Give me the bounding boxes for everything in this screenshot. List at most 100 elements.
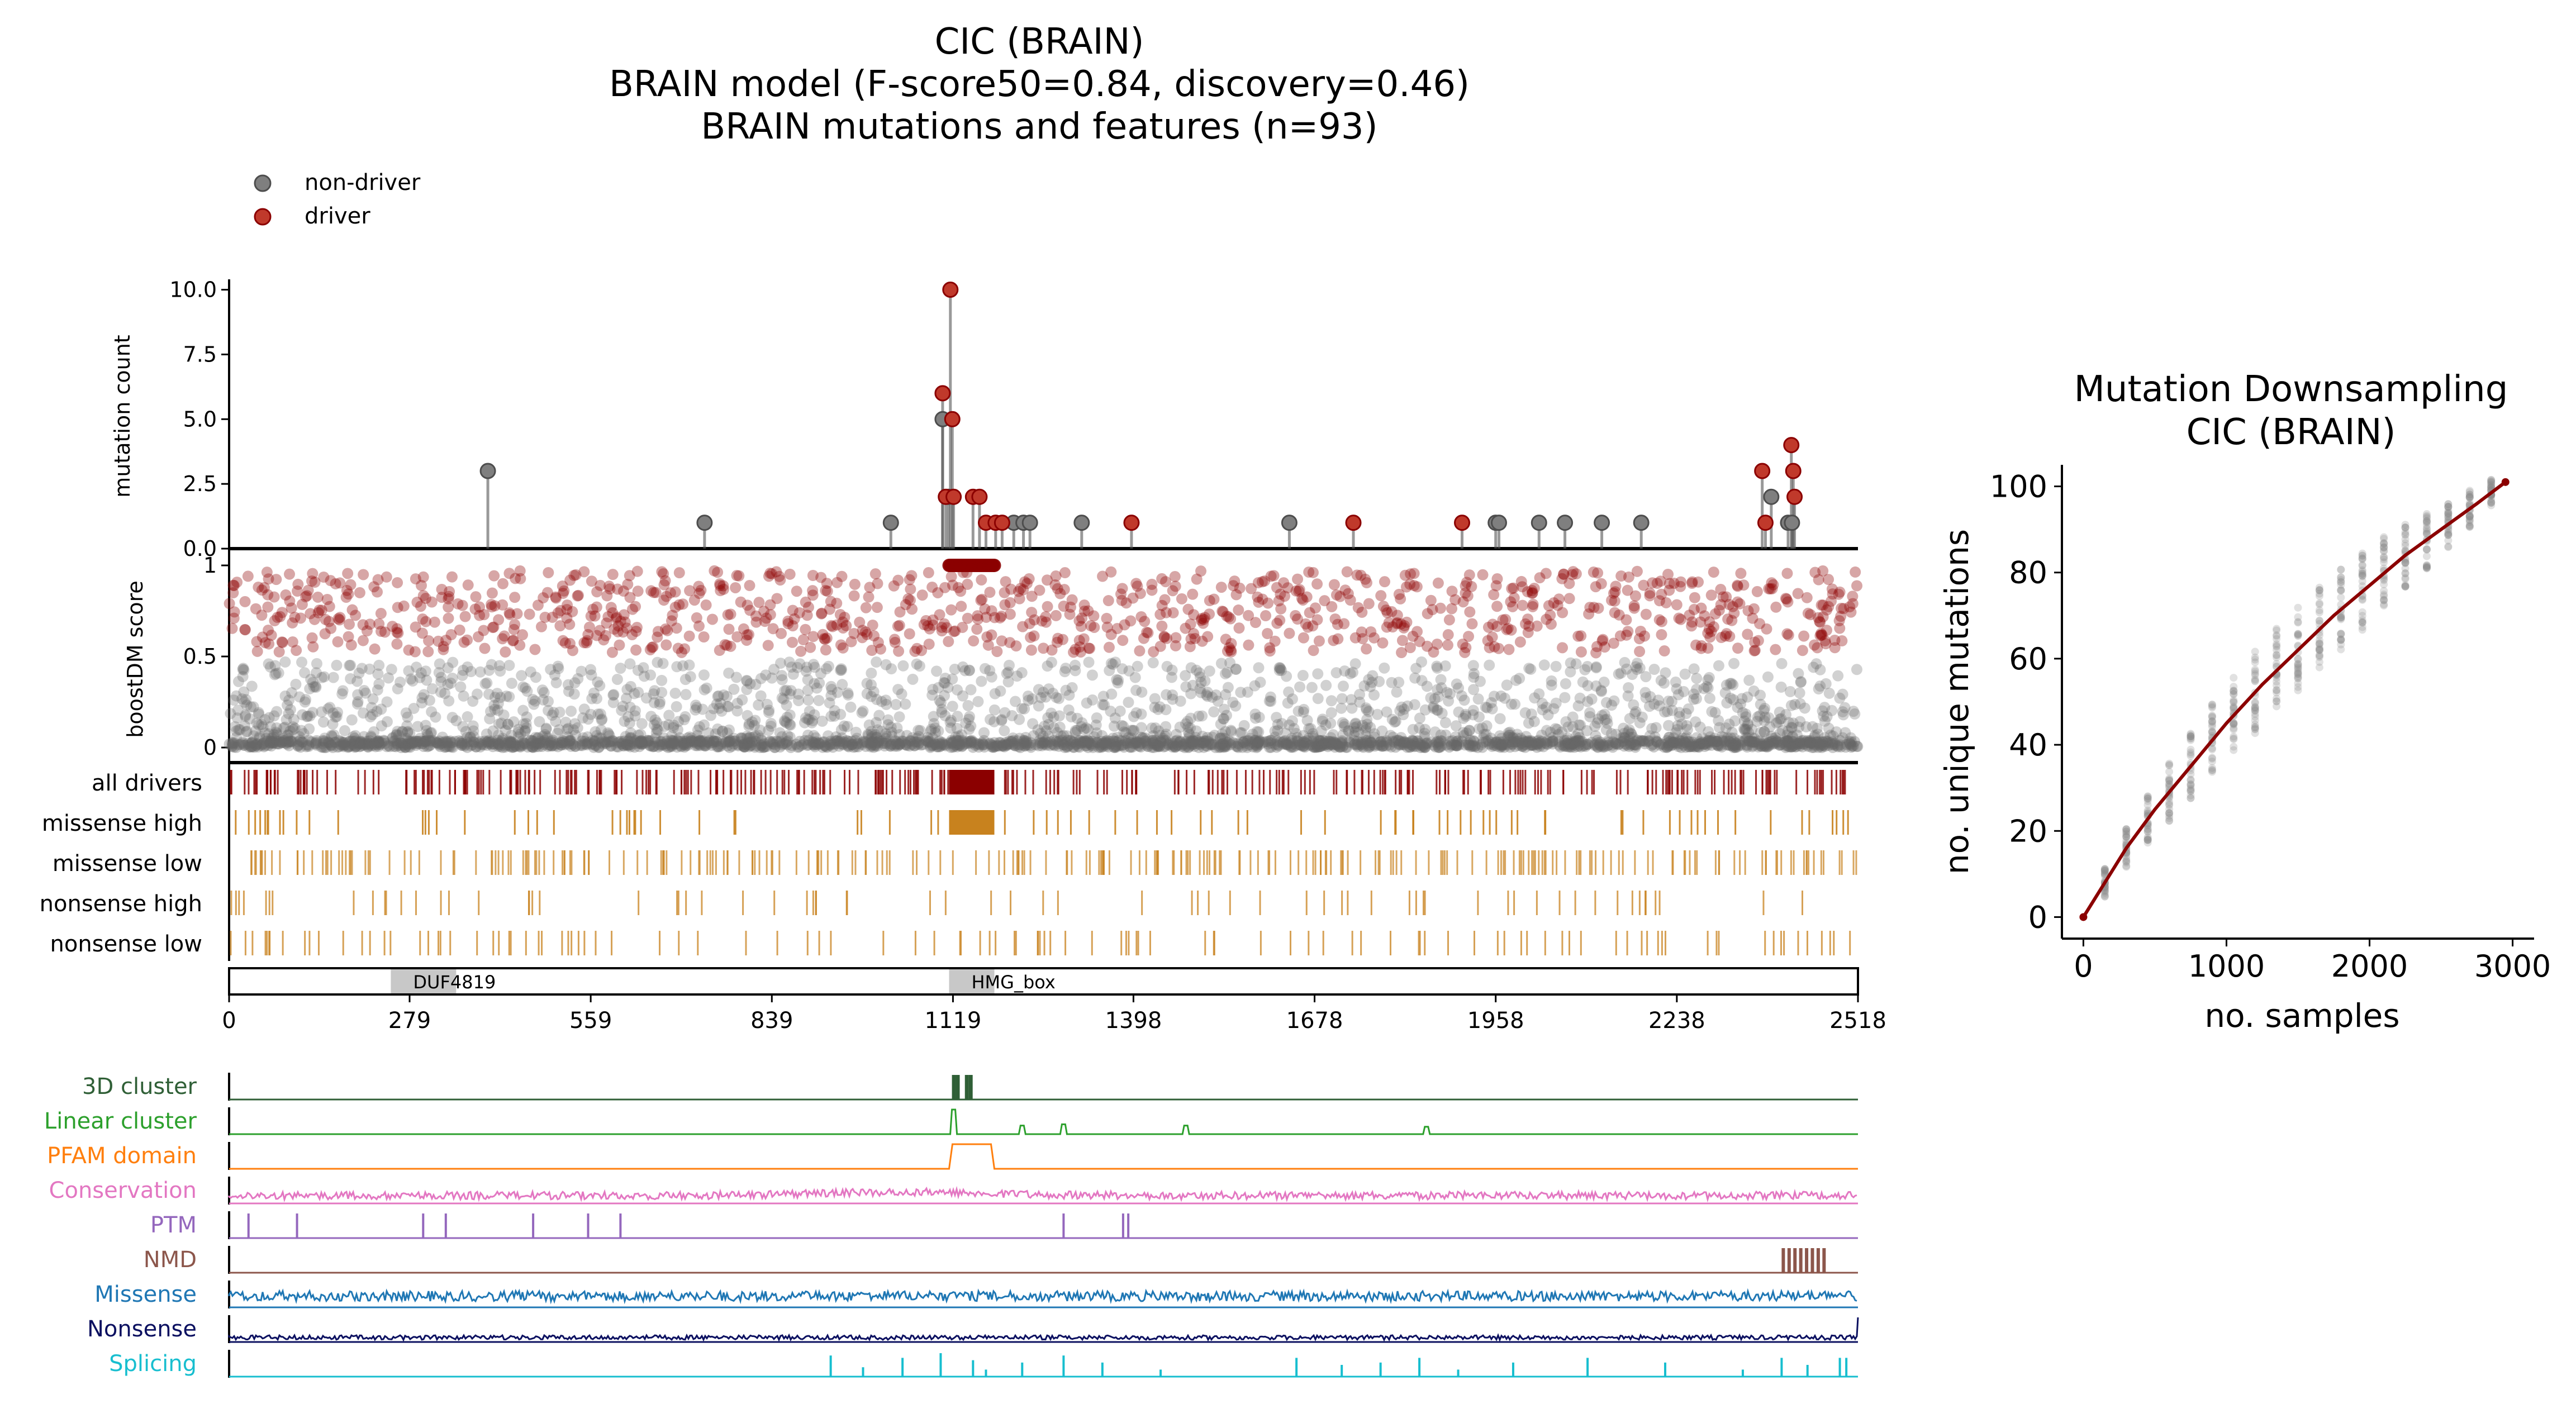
boostdm-point-low bbox=[1451, 740, 1462, 752]
boostdm-point-driver bbox=[1434, 602, 1446, 614]
boostdm-point-low bbox=[1405, 739, 1417, 751]
boostdm-point-low bbox=[1834, 735, 1846, 746]
boostdm-point-low bbox=[954, 740, 966, 751]
boostdm-point-low bbox=[1567, 736, 1579, 748]
boostdm-point-low bbox=[712, 740, 724, 752]
boostdm-point-low bbox=[905, 735, 916, 747]
needle-y-tick-label: 2.5 bbox=[183, 472, 217, 496]
boostdm-point-low bbox=[1750, 736, 1761, 748]
boostdm-point-low bbox=[641, 737, 653, 749]
boostdm-point-low bbox=[1063, 740, 1075, 751]
boostdm-point-non-driver bbox=[1589, 721, 1601, 732]
boostdm-point-driver bbox=[945, 571, 957, 583]
boostdm-point-non-driver bbox=[586, 669, 597, 681]
boostdm-point-non-driver bbox=[246, 680, 258, 692]
boostdm-point-low bbox=[1034, 735, 1045, 746]
boostdm-point-low bbox=[445, 737, 457, 749]
boostdm-point-low bbox=[267, 737, 279, 749]
boostdm-point-driver bbox=[280, 589, 292, 601]
boostdm-point-low bbox=[1007, 739, 1019, 750]
boostdm-point-low bbox=[1711, 736, 1723, 748]
boostdm-point-non-driver bbox=[1136, 686, 1148, 698]
boostdm-point-driver bbox=[1101, 612, 1113, 624]
boostdm-point-non-driver bbox=[781, 699, 792, 711]
boostdm-point-low bbox=[1277, 737, 1289, 749]
boostdm-point-low bbox=[1080, 740, 1091, 752]
boostdm-point-driver bbox=[1517, 599, 1528, 611]
needle-y-tick-label: 10.0 bbox=[169, 278, 217, 302]
boostdm-point-non-driver bbox=[1242, 686, 1253, 698]
boostdm-point-low bbox=[692, 736, 704, 748]
boostdm-point-non-driver bbox=[1546, 675, 1557, 687]
boostdm-point-low bbox=[1450, 740, 1462, 751]
boostdm-point-low bbox=[846, 735, 858, 747]
boostdm-point-non-driver bbox=[1263, 695, 1275, 707]
boostdm-point-non-driver bbox=[317, 716, 329, 728]
boostdm-point-low bbox=[997, 740, 1009, 752]
boostdm-point-low bbox=[1575, 736, 1586, 748]
boostdm-point-low bbox=[758, 738, 770, 750]
boostdm-point-low bbox=[563, 735, 575, 746]
boostdm-point-low bbox=[1685, 741, 1696, 753]
boostdm-point-driver bbox=[1233, 622, 1245, 634]
boostdm-point-low bbox=[317, 737, 329, 749]
boostdm-point-driver bbox=[630, 601, 641, 612]
boostdm-point-low bbox=[545, 737, 557, 749]
boostdm-point-low bbox=[574, 740, 586, 751]
boostdm-point-low bbox=[699, 738, 711, 750]
boostdm-point-low bbox=[991, 740, 1002, 752]
boostdm-point-low bbox=[644, 735, 656, 746]
boostdm-point-low bbox=[407, 736, 419, 748]
boostdm-point-low bbox=[1658, 739, 1670, 750]
boostdm-point-low bbox=[1414, 737, 1426, 749]
boostdm-point-driver bbox=[744, 605, 756, 616]
boostdm-panel: boostDM score 00.51 bbox=[123, 550, 1864, 764]
boostdm-point-low bbox=[1668, 737, 1680, 749]
boostdm-point-non-driver bbox=[560, 716, 572, 728]
boostdm-point-driver bbox=[375, 608, 387, 620]
boostdm-point-non-driver bbox=[411, 661, 422, 673]
boostdm-point-low bbox=[904, 740, 915, 752]
boostdm-point-low bbox=[1414, 739, 1426, 751]
boostdm-point-low bbox=[1223, 735, 1235, 747]
boostdm-point-low bbox=[265, 737, 277, 749]
boostdm-point-low bbox=[1187, 739, 1199, 750]
boostdm-point-non-driver bbox=[669, 687, 681, 699]
boostdm-point-low bbox=[514, 740, 526, 752]
boostdm-point-low bbox=[1257, 736, 1269, 748]
boostdm-point-low bbox=[1729, 741, 1741, 753]
boostdm-point-non-driver bbox=[1174, 721, 1186, 733]
boostdm-point-non-driver bbox=[554, 706, 565, 718]
boostdm-y-tick-label: 0.5 bbox=[183, 644, 217, 669]
boostdm-point-low bbox=[355, 736, 367, 748]
boostdm-point-low bbox=[593, 741, 605, 753]
boostdm-point-low bbox=[1316, 740, 1328, 751]
boostdm-point-low bbox=[1695, 738, 1707, 750]
boostdm-point-low bbox=[997, 740, 1009, 751]
boostdm-point-low bbox=[230, 741, 242, 753]
boostdm-point-low bbox=[1086, 739, 1097, 751]
boostdm-point-non-driver bbox=[1361, 713, 1373, 725]
boostdm-point-non-driver bbox=[731, 672, 743, 683]
boostdm-point-low bbox=[1662, 740, 1674, 752]
boostdm-point-low bbox=[1410, 740, 1422, 752]
boostdm-point-low bbox=[1329, 737, 1341, 749]
boostdm-point-low bbox=[1699, 737, 1711, 749]
boostdm-point-driver bbox=[923, 567, 934, 579]
boostdm-point-low bbox=[1319, 738, 1330, 750]
boostdm-point-non-driver bbox=[296, 656, 308, 668]
boostdm-point-low bbox=[1300, 737, 1311, 749]
boostdm-point-low bbox=[1174, 736, 1186, 748]
boostdm-point-driver bbox=[417, 571, 429, 583]
boostdm-point-low bbox=[987, 741, 999, 753]
boostdm-point-low bbox=[1372, 739, 1384, 751]
boostdm-point-low bbox=[1330, 737, 1342, 749]
boostdm-point-low bbox=[1802, 735, 1814, 746]
boostdm-point-low bbox=[1135, 741, 1147, 753]
boostdm-point-low bbox=[245, 741, 257, 753]
boostdm-point-low bbox=[1104, 735, 1115, 747]
boostdm-point-low bbox=[272, 738, 284, 750]
boostdm-point-low bbox=[743, 741, 755, 753]
boostdm-point-non-driver bbox=[825, 680, 837, 692]
boostdm-point-low bbox=[559, 739, 571, 750]
